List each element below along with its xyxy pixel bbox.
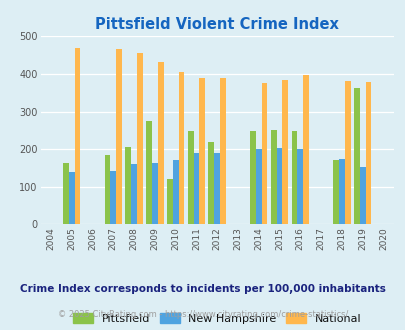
Bar (63, 163, 69, 224)
Bar (214, 153, 220, 224)
Bar (297, 149, 303, 224)
Bar (116, 49, 122, 224)
Bar (208, 142, 214, 224)
Bar (187, 131, 193, 224)
Bar (359, 167, 364, 224)
Bar (276, 148, 282, 224)
Bar (158, 62, 163, 224)
Bar (125, 147, 131, 224)
Bar (136, 53, 143, 224)
Bar (249, 131, 255, 224)
Bar (255, 149, 261, 224)
Bar (193, 153, 199, 224)
Bar (151, 163, 158, 224)
Bar (104, 155, 110, 224)
Bar (270, 130, 276, 224)
Title: Pittsfield Violent Crime Index: Pittsfield Violent Crime Index (95, 17, 338, 32)
Text: © 2025 CityRating.com - https://www.cityrating.com/crime-statistics/: © 2025 CityRating.com - https://www.city… (58, 311, 347, 319)
Bar (303, 75, 308, 224)
Legend: Pittsfield, New Hampshire, National: Pittsfield, New Hampshire, National (69, 309, 364, 329)
Bar (75, 48, 80, 224)
Bar (291, 131, 297, 224)
Bar (353, 88, 359, 224)
Text: Crime Index corresponds to incidents per 100,000 inhabitants: Crime Index corresponds to incidents per… (20, 284, 385, 294)
Bar (364, 82, 371, 224)
Bar (172, 160, 178, 224)
Bar (178, 72, 184, 224)
Bar (282, 80, 288, 224)
Bar (344, 82, 350, 224)
Bar (131, 164, 136, 224)
Bar (261, 82, 267, 224)
Bar (69, 173, 75, 224)
Bar (146, 121, 151, 224)
Bar (220, 79, 225, 224)
Bar (333, 160, 338, 224)
Bar (199, 79, 205, 224)
Bar (166, 179, 172, 224)
Bar (338, 159, 344, 224)
Bar (110, 171, 116, 224)
